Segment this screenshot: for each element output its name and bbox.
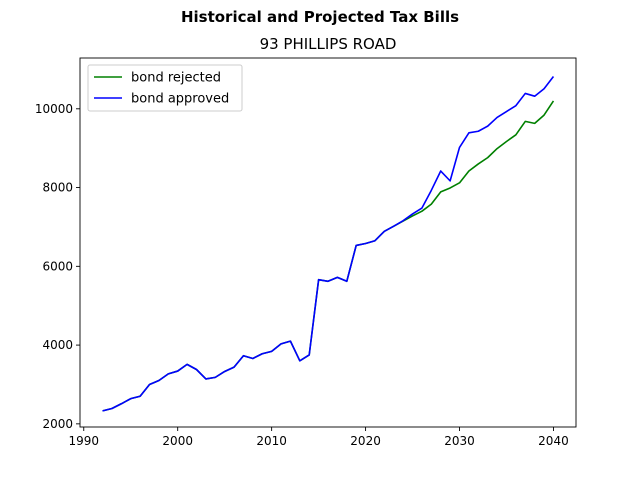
y-tick-label: 4000: [42, 338, 73, 352]
chart-title: 93 PHILLIPS ROAD: [260, 35, 397, 53]
legend-label: bond approved: [131, 92, 229, 107]
x-tick-label: 2010: [256, 434, 287, 448]
y-tick-label: 6000: [42, 259, 73, 273]
chart-suptitle: Historical and Projected Tax Bills: [181, 8, 459, 26]
x-tick-label: 2020: [350, 434, 381, 448]
axes-frame: [79, 57, 577, 428]
legend-label: bond rejected: [131, 71, 221, 86]
y-tick-label: 2000: [42, 417, 73, 431]
plot-area: [102, 76, 555, 412]
legend-box: [87, 64, 243, 112]
x-tick-label: 2000: [162, 434, 193, 448]
y-tick-label: 8000: [42, 181, 73, 195]
legend: bond rejected bond approved: [87, 64, 243, 112]
x-tick-label: 2040: [538, 434, 569, 448]
x-tick-label: 2030: [444, 434, 475, 448]
axes: 1990 2000 2010 2020 2030 2040 2000 4000 6000 8000…: [35, 57, 577, 448]
y-tick-label: 10000: [35, 102, 73, 116]
x-tick-label: 1990: [68, 434, 99, 448]
series-line-bond-approved: [102, 76, 555, 412]
